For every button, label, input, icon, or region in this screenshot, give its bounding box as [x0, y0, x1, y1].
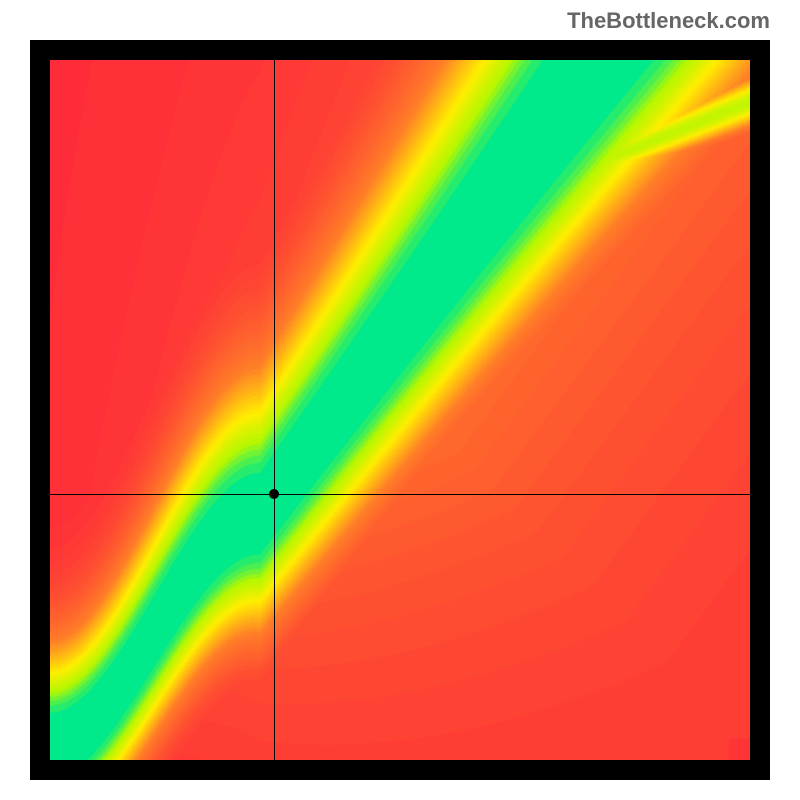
crosshair-horizontal: [50, 494, 750, 495]
marker-dot: [269, 489, 279, 499]
heatmap-canvas: [50, 60, 750, 760]
crosshair-vertical: [274, 60, 275, 760]
watermark: TheBottleneck.com: [567, 8, 770, 34]
plot-area: [50, 60, 750, 760]
chart-outer: [30, 40, 770, 780]
